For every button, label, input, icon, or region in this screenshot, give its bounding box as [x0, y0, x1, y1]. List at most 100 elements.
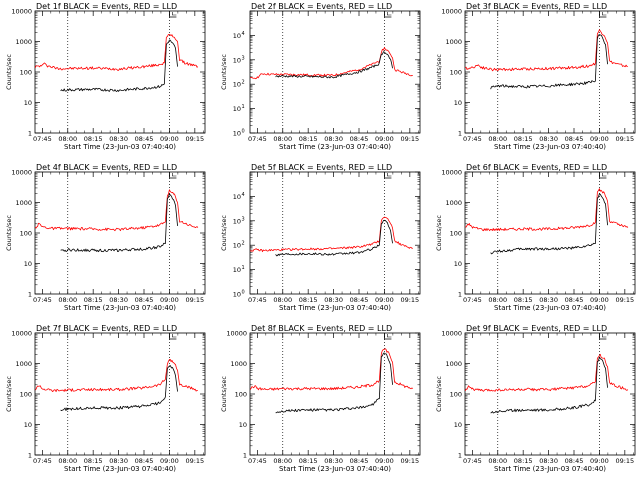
y-tick-label: 10	[233, 217, 241, 225]
interval-bracket	[172, 12, 177, 16]
lld-series-line	[34, 359, 198, 393]
lld-series-line	[249, 216, 413, 253]
y-tick-label: 10	[233, 32, 241, 40]
x-axis-label: Start Time (23-Jun-03 07:40:40)	[279, 143, 391, 151]
y-tick-exponent: 4	[242, 192, 245, 198]
y-tick-label: 10000	[226, 330, 247, 338]
x-tick-label: 09:15	[185, 296, 204, 304]
chart-panel: Det 9f BLACK = Events, RED = LLD 1 10 100 10…	[435, 324, 636, 473]
events-series-line	[490, 34, 608, 90]
y-tick-label: 10	[233, 56, 241, 64]
x-tick-label: 08:30	[109, 457, 128, 465]
x-tick-label: 08:00	[58, 296, 77, 304]
interval-bracket	[172, 173, 177, 177]
x-tick-label: 08:15	[299, 135, 318, 143]
x-tick-label: 08:15	[299, 296, 318, 304]
x-axis-label: Start Time (23-Jun-03 07:40:40)	[494, 465, 606, 473]
x-tick-label: 09:00	[375, 457, 394, 465]
chart-title: Det 2f BLACK = Events, RED = LLD	[251, 2, 392, 11]
y-axis-label: Counts/sec	[5, 215, 13, 251]
x-tick-label: 09:00	[375, 296, 394, 304]
x-tick-label: 09:00	[160, 135, 179, 143]
plot-frame	[464, 332, 636, 456]
x-axis-label: Start Time (23-Jun-03 07:40:40)	[64, 143, 176, 151]
y-tick-label: 10	[24, 260, 32, 268]
lld-series-line	[34, 33, 199, 71]
x-tick-label: 09:15	[400, 135, 419, 143]
y-tick-label: 10	[233, 130, 241, 138]
x-tick-label: 08:00	[273, 457, 292, 465]
interval-bracket	[602, 12, 607, 16]
y-tick-label: 1	[458, 452, 462, 460]
y-axis-label: Counts/sec	[5, 376, 13, 412]
chart-title: Det 6f BLACK = Events, RED = LLD	[466, 163, 607, 172]
x-tick-label: 08:30	[539, 457, 558, 465]
x-tick-label: 08:45	[350, 135, 369, 143]
interval-bracket	[384, 12, 392, 18]
interval-bracket	[387, 12, 392, 16]
y-tick-label: 10000	[441, 330, 462, 338]
x-tick-label: 08:45	[565, 296, 584, 304]
x-tick-label: 09:15	[615, 457, 634, 465]
plot-frame	[464, 10, 636, 134]
y-axis-label: Counts/sec	[220, 215, 228, 251]
y-tick-label: 1000	[15, 199, 32, 207]
x-tick-label: 08:45	[350, 457, 369, 465]
y-tick-label: 100	[20, 391, 32, 399]
y-tick-label: 10000	[441, 169, 462, 177]
x-tick-label: 09:00	[590, 457, 609, 465]
y-tick-label: 10000	[11, 8, 32, 16]
y-tick-exponent: 4	[242, 31, 245, 37]
lld-series-line	[465, 29, 628, 72]
x-axis-label: Start Time (23-Jun-03 07:40:40)	[279, 304, 391, 312]
y-tick-label: 10000	[11, 169, 32, 177]
y-tick-label: 1	[28, 130, 32, 138]
y-tick-label: 1000	[445, 38, 462, 46]
y-tick-exponent: 0	[242, 290, 245, 296]
x-tick-label: 08:45	[135, 135, 154, 143]
interval-bracket	[602, 334, 607, 338]
x-axis-label: Start Time (23-Jun-03 07:40:40)	[494, 143, 606, 151]
events-series-line	[490, 356, 608, 414]
x-tick-label: 08:00	[58, 135, 77, 143]
y-tick-label: 1000	[445, 199, 462, 207]
x-tick-label: 07:45	[463, 457, 482, 465]
y-tick-exponent: 2	[242, 80, 245, 86]
y-axis-label: Counts/sec	[435, 376, 443, 412]
x-tick-label: 09:00	[590, 296, 609, 304]
plot-frame	[249, 10, 421, 134]
y-axis-label: Counts/sec	[435, 54, 443, 90]
y-tick-label: 10	[233, 291, 241, 299]
x-tick-label: 08:15	[84, 135, 103, 143]
x-tick-label: 08:00	[273, 296, 292, 304]
chart-panel: Det 1f BLACK = Events, RED = LLD 1 10 100 10…	[5, 2, 206, 151]
interval-bracket	[169, 334, 177, 340]
y-axis-label: Counts/sec	[435, 215, 443, 251]
chart-title: Det 7f BLACK = Events, RED = LLD	[36, 324, 177, 333]
y-tick-label: 1000	[15, 38, 32, 46]
y-tick-label: 1	[28, 452, 32, 460]
x-tick-label: 09:00	[160, 296, 179, 304]
x-tick-label: 08:45	[565, 135, 584, 143]
x-tick-label: 09:15	[185, 457, 204, 465]
x-axis-label: Start Time (23-Jun-03 07:40:40)	[64, 304, 176, 312]
x-tick-label: 08:15	[514, 457, 533, 465]
y-tick-exponent: 1	[242, 265, 245, 271]
events-series-line	[275, 219, 393, 257]
y-tick-label: 100	[20, 69, 32, 77]
y-tick-exponent: 3	[242, 55, 245, 61]
interval-bracket	[599, 334, 607, 340]
interval-bracket	[602, 173, 607, 177]
x-tick-label: 09:00	[160, 457, 179, 465]
x-tick-label: 09:15	[615, 296, 634, 304]
y-tick-label: 10	[233, 242, 241, 250]
y-tick-label: 10	[24, 421, 32, 429]
x-tick-label: 08:00	[488, 135, 507, 143]
x-tick-label: 07:45	[248, 457, 267, 465]
x-tick-label: 08:00	[58, 457, 77, 465]
lld-series-line	[465, 188, 629, 232]
chart-panel: Det 6f BLACK = Events, RED = LLD 1 10 100 10…	[435, 163, 636, 312]
y-tick-label: 10	[24, 99, 32, 107]
